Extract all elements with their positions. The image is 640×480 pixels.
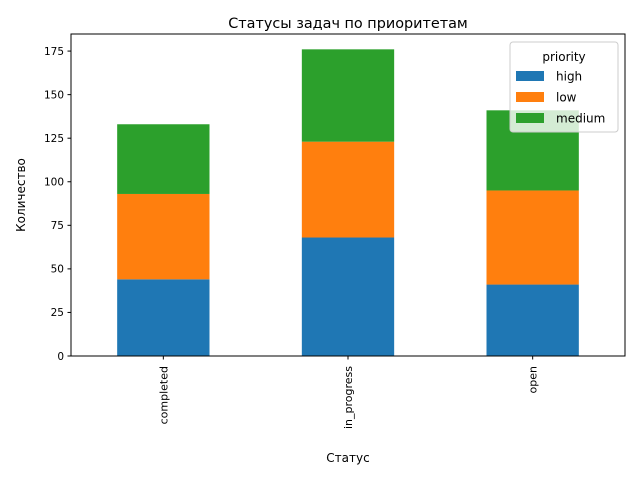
chart-title: Статусы задач по приоритетам	[228, 16, 468, 32]
legend-swatch-low	[516, 92, 544, 102]
x-axis: completed in_progress open	[157, 356, 540, 429]
x-tick-label: open	[527, 366, 540, 393]
bar-completed-high	[117, 279, 210, 356]
legend-swatch-medium	[516, 113, 544, 123]
y-axis: 0 25 50 75 100 125 150 175	[44, 46, 71, 363]
x-tick-label: in_progress	[342, 366, 355, 429]
legend: priority high low medium	[509, 41, 619, 133]
plot-frame	[70, 33, 626, 357]
y-tick-label: 125	[44, 133, 64, 145]
y-tick-label: 25	[51, 307, 64, 319]
y-tick-label: 100	[44, 177, 64, 189]
y-tick-label: 150	[44, 89, 64, 101]
bar-completed-medium	[117, 124, 210, 194]
bar-open-low	[486, 190, 579, 285]
legend-title: priority	[542, 50, 585, 64]
bar-completed-low	[117, 193, 210, 280]
bar-in_progress-high	[301, 237, 395, 356]
bars-layer	[117, 49, 579, 356]
legend-label-low: low	[556, 91, 577, 105]
bar-in_progress-medium	[301, 49, 395, 142]
y-tick-label: 0	[57, 351, 64, 363]
legend-swatch-high	[516, 71, 544, 81]
y-tick-label: 75	[51, 220, 64, 232]
bar-open-high	[486, 284, 579, 356]
legend-label-high: high	[556, 70, 582, 84]
y-tick-label: 50	[51, 264, 64, 276]
y-tick-label: 175	[44, 46, 64, 58]
bar-in_progress-low	[301, 141, 395, 238]
y-axis-label: Количество	[14, 158, 28, 232]
x-axis-label: Статус	[326, 451, 369, 465]
legend-frame	[509, 41, 619, 133]
x-tick-label: completed	[157, 366, 170, 424]
legend-label-medium: medium	[556, 112, 605, 126]
